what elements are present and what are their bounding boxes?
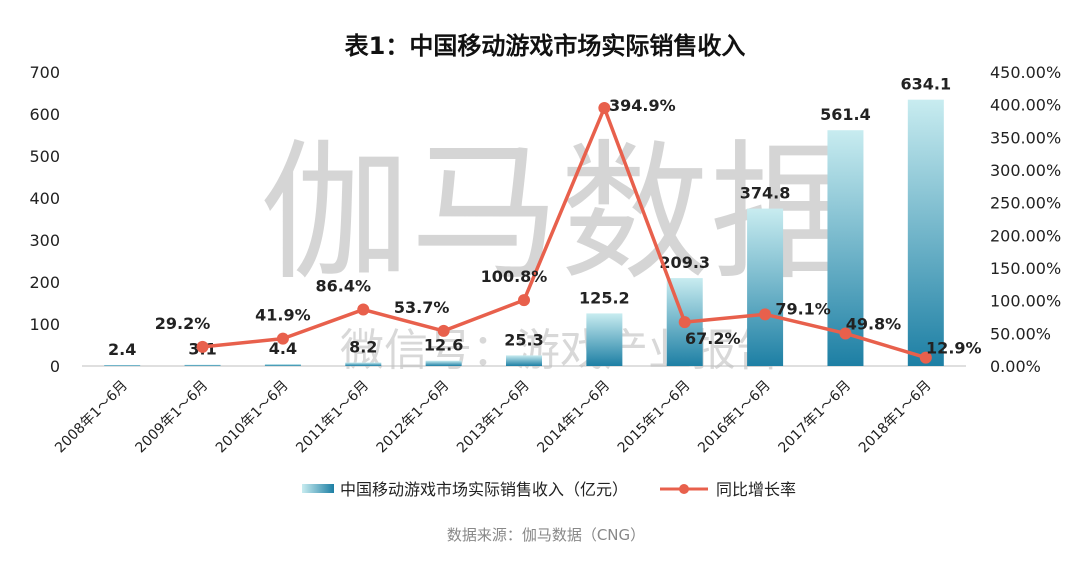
x-category-label: 2012年1～6月 xyxy=(374,378,453,457)
bar-value-label: 4.4 xyxy=(269,339,297,358)
rate-line xyxy=(202,106,927,360)
rate-value-label: 49.8% xyxy=(846,314,902,333)
bar xyxy=(506,355,542,366)
bar xyxy=(104,364,141,366)
x-category-label: 2017年1～6月 xyxy=(775,378,854,457)
rate-value-label: 79.1% xyxy=(775,299,831,318)
left-y-tick-label: 700 xyxy=(29,63,60,82)
bar-value-label: 125.2 xyxy=(579,288,630,307)
rate-value-label: 100.8% xyxy=(481,267,548,286)
left-y-axis: 700 600 500 400 300 200 100 0 xyxy=(29,63,60,376)
right-y-tick-label: 250.00% xyxy=(990,194,1061,213)
rate-value-label: 86.4% xyxy=(316,277,372,296)
bar-value-label: 2.4 xyxy=(108,340,136,359)
rate-point xyxy=(678,316,691,329)
left-y-tick-label: 300 xyxy=(29,231,60,250)
rate-point xyxy=(919,351,932,364)
x-category-label: 2014年1～6月 xyxy=(534,378,613,457)
left-y-tick-label: 400 xyxy=(29,189,60,208)
rate-point xyxy=(437,324,450,337)
bar-value-label: 209.3 xyxy=(659,253,710,272)
source-note: 数据来源：伽马数据（CNG） xyxy=(447,526,645,544)
right-y-tick-label: 100.00% xyxy=(990,292,1061,311)
left-y-tick-label: 100 xyxy=(29,315,60,334)
legend-bar-swatch xyxy=(302,484,334,493)
bar xyxy=(345,362,382,366)
bar-value-labels: 2.43.14.48.212.625.3125.2209.3374.8561.4… xyxy=(108,75,951,359)
right-y-tick-label: 300.00% xyxy=(990,161,1061,180)
rate-value-label: 394.9% xyxy=(609,96,676,115)
rate-value-label: 67.2% xyxy=(685,329,741,348)
rate-value-label: 29.2% xyxy=(155,314,211,333)
rate-point xyxy=(598,101,611,114)
bar xyxy=(747,208,784,366)
watermark-subtext: 微信号：游戏产业报告 xyxy=(340,325,780,376)
x-category-label: 2015年1～6月 xyxy=(615,378,694,457)
bar-value-label: 374.8 xyxy=(740,184,791,203)
bar xyxy=(907,99,944,366)
bar xyxy=(184,364,221,366)
right-y-axis: 450.00% 400.00% 350.00% 300.00% 250.00% 200.0… xyxy=(990,63,1061,376)
right-y-tick-label: 0.00% xyxy=(990,357,1041,376)
rate-value-label: 53.7% xyxy=(394,298,450,317)
x-category-label: 2008年1～6月 xyxy=(52,378,131,457)
rate-point xyxy=(839,327,852,340)
bar xyxy=(827,130,864,366)
legend-line-marker xyxy=(679,484,689,494)
rate-point xyxy=(518,294,530,307)
right-y-tick-label: 400.00% xyxy=(990,96,1061,115)
left-y-tick-label: 200 xyxy=(29,273,60,292)
rate-line-series xyxy=(196,101,932,364)
rate-point xyxy=(357,303,370,316)
right-y-tick-label: 50.00% xyxy=(990,324,1051,343)
rate-point xyxy=(759,308,772,321)
bar-value-label: 634.1 xyxy=(901,75,952,94)
bar-value-label: 25.3 xyxy=(504,330,543,349)
x-category-label: 2016年1～6月 xyxy=(695,378,774,457)
right-y-tick-label: 350.00% xyxy=(990,128,1061,147)
rate-value-label: 12.9% xyxy=(926,339,982,358)
chart-title: 表1：中国移动游戏市场实际销售收入 xyxy=(345,32,746,60)
legend-bar-label: 中国移动游戏市场实际销售收入（亿元） xyxy=(340,480,628,499)
x-category-label: 2018年1～6月 xyxy=(856,378,935,457)
bar-value-label: 561.4 xyxy=(820,105,871,124)
rate-point xyxy=(276,332,289,345)
rate-value-label: 41.9% xyxy=(255,306,311,325)
x-category-label: 2010年1～6月 xyxy=(213,378,292,457)
right-y-tick-label: 450.00% xyxy=(990,63,1061,82)
bar-value-label: 12.6 xyxy=(424,336,463,355)
left-y-tick-label: 0 xyxy=(50,357,60,376)
legend: 中国移动游戏市场实际销售收入（亿元） 同比增长率 xyxy=(302,480,796,499)
x-axis-categories: 2008年1～6月 2009年1～6月 2010年1～6月 2011年1～6月 2012… xyxy=(52,378,934,457)
right-y-tick-label: 150.00% xyxy=(990,259,1061,278)
x-category-label: 2009年1～6月 xyxy=(133,378,212,457)
x-category-label: 2011年1～6月 xyxy=(293,378,372,457)
left-y-tick-label: 500 xyxy=(29,147,60,166)
bar-value-label: 8.2 xyxy=(349,338,377,357)
left-y-tick-label: 600 xyxy=(29,105,60,124)
legend-line-label: 同比增长率 xyxy=(716,480,796,499)
bar xyxy=(264,364,301,366)
right-y-tick-label: 200.00% xyxy=(990,226,1061,245)
x-category-label: 2013年1～6月 xyxy=(454,378,533,457)
bar xyxy=(425,360,462,366)
rate-point xyxy=(196,340,209,353)
rate-value-labels: 29.2% 41.9% 86.4% 53.7% 100.8% 394.9% 67.2% 79.… xyxy=(155,96,982,358)
bar xyxy=(586,313,623,366)
